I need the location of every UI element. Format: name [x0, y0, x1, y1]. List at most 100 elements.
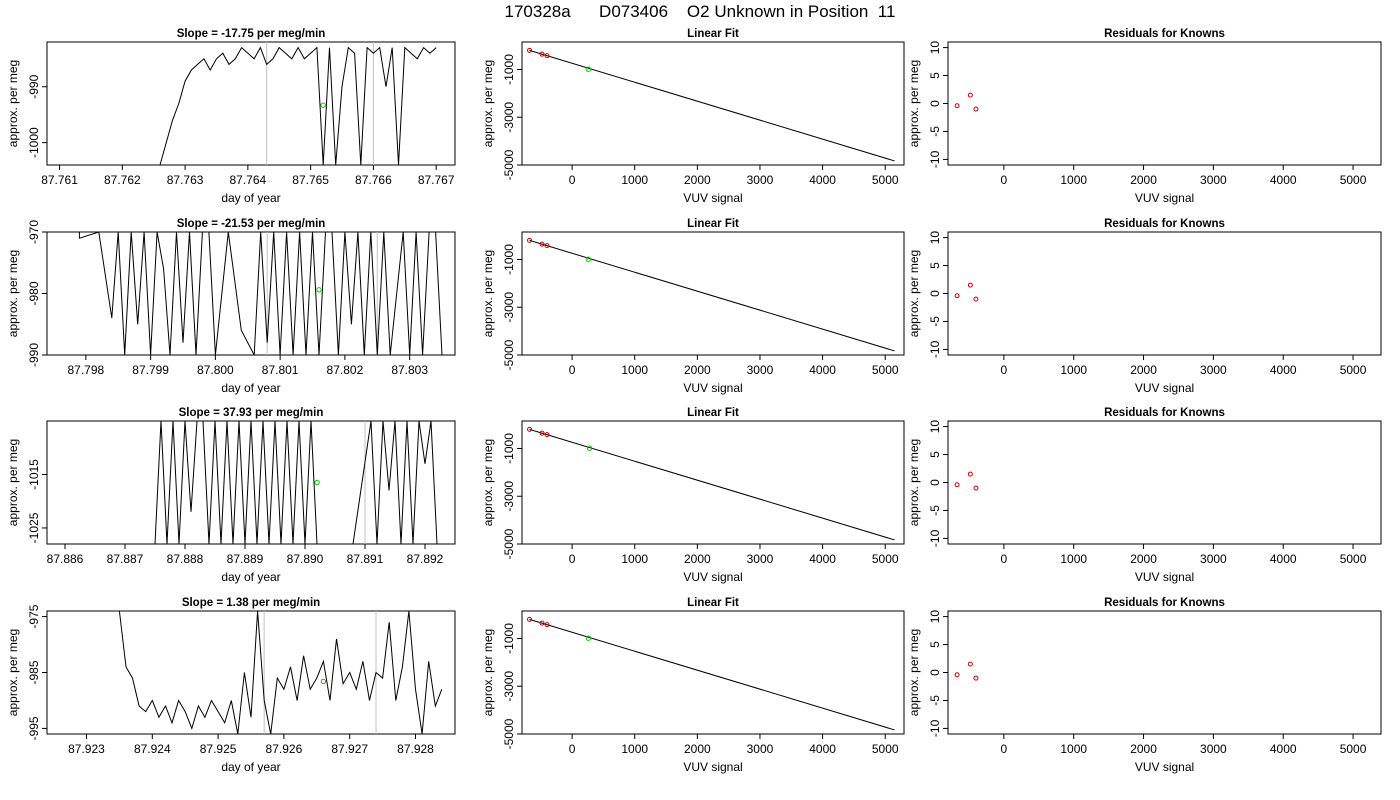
y-tick-label: -3000	[502, 102, 516, 133]
x-tick-label: 87.767	[418, 173, 455, 187]
y-tick-label: -10	[928, 150, 942, 168]
y-axis-label: approx. per meg	[6, 629, 20, 716]
y-axis: -5000 -3000 -1000	[502, 244, 523, 370]
y-tick-label: -10	[928, 529, 942, 547]
x-tick-label: 4000	[1270, 552, 1297, 566]
residual-point	[954, 293, 960, 299]
x-tick-label: 4000	[1270, 363, 1297, 377]
x-tick-label: 87.926	[266, 742, 303, 756]
y-tick-label: -1000	[502, 54, 516, 85]
y-tick-label: -1000	[502, 433, 516, 464]
figure-title: 170328a D073406 O2 Unknown in Position 1…	[504, 2, 896, 21]
plot-area	[527, 237, 895, 352]
data-series-line	[154, 421, 438, 544]
y-axis: -5000 -3000 -1000	[502, 623, 523, 749]
x-tick-label: 87.925	[200, 742, 237, 756]
x-tick-label: 87.802	[327, 363, 364, 377]
y-tick-label: 5	[928, 72, 942, 79]
y-tick-label: 10	[928, 231, 942, 245]
plot-area	[954, 471, 979, 491]
y-tick-label: -3000	[502, 292, 516, 323]
known-point	[527, 426, 533, 432]
x-tick-label: 5000	[872, 173, 899, 187]
x-tick-label: 4000	[809, 742, 836, 756]
panel-title: Slope = -17.75 per meg/min	[177, 28, 326, 40]
x-tick-label: 3000	[1200, 173, 1227, 187]
x-tick-label: 2000	[1130, 173, 1157, 187]
x-tick-label: 1000	[621, 363, 648, 377]
y-tick-label: 10	[928, 420, 942, 434]
plot-area	[527, 426, 895, 541]
y-tick-label: -985	[27, 660, 41, 684]
x-tick-label: 3000	[747, 742, 774, 756]
x-axis-label: VUV signal	[1135, 570, 1194, 584]
x-tick-label: 87.800	[197, 363, 234, 377]
panel-title: Residuals for Knowns	[1104, 407, 1225, 419]
x-tick-label: 0	[569, 173, 576, 187]
panel-title: Linear Fit	[687, 218, 739, 230]
x-tick-label: 5000	[872, 363, 899, 377]
x-tick-label: 0	[569, 742, 576, 756]
panel-fit-1: Linear Fit 0 1000 2000 3000 4000 5000 VUV signa…	[481, 28, 905, 205]
x-tick-label: 1000	[1060, 173, 1087, 187]
y-axis: -1000 -990	[27, 74, 48, 158]
x-tick-label: 5000	[1340, 363, 1367, 377]
x-tick-label: 5000	[1340, 552, 1367, 566]
y-tick-label: -1025	[27, 512, 41, 543]
residual-point	[967, 92, 973, 98]
x-axis-label: day of year	[221, 760, 280, 774]
panel-title: Linear Fit	[687, 28, 739, 40]
y-tick-label: -3000	[502, 481, 516, 512]
plot-frame	[947, 610, 1382, 735]
unknown-point	[316, 287, 322, 293]
panel-fit-3: Linear Fit 0 1000 2000 3000 4000 5000 VUV signa…	[481, 407, 905, 584]
x-tick-label: 87.803	[391, 363, 428, 377]
residual-point	[973, 675, 979, 681]
plot-area	[954, 282, 979, 302]
y-tick-label: -970	[27, 220, 41, 244]
y-tick-label: 0	[928, 479, 942, 486]
y-tick-label: -5	[928, 505, 942, 516]
x-axis: 87.761 87.762 87.763 87.764 87.765 87.766 87.7…	[41, 164, 455, 187]
x-tick-label: 1000	[1060, 742, 1087, 756]
unknown-point	[586, 445, 593, 451]
data-series-line	[159, 46, 437, 165]
y-axis-label: approx. per meg	[907, 629, 921, 716]
x-tick-label: 4000	[809, 552, 836, 566]
y-axis: -5000 -3000 -1000	[502, 433, 523, 559]
x-tick-label: 87.766	[355, 173, 392, 187]
data-series-line	[78, 232, 443, 355]
plot-area	[154, 421, 438, 544]
y-tick-label: -1000	[27, 127, 41, 158]
y-axis: -10 -5 0 5 10	[928, 231, 949, 358]
y-tick-label: -5000	[502, 528, 516, 559]
x-tick-label: 87.798	[68, 363, 105, 377]
x-tick-label: 87.889	[227, 552, 264, 566]
x-tick-label: 87.887	[107, 552, 144, 566]
x-tick-label: 87.763	[167, 173, 204, 187]
residual-point	[954, 672, 960, 678]
known-point	[544, 243, 550, 249]
x-axis: 0 1000 2000 3000 4000 5000	[569, 733, 899, 756]
x-tick-label: 2000	[1130, 363, 1157, 377]
unknown-point	[314, 479, 320, 486]
plot-area	[527, 616, 895, 731]
panel-title: Residuals for Knowns	[1104, 597, 1225, 609]
y-axis: -995 -985 -975	[27, 604, 48, 740]
x-tick-label: 3000	[1200, 742, 1227, 756]
x-tick-label: 0	[1001, 552, 1008, 566]
x-axis: 87.886 87.887 87.888 87.889 87.890 87.891 87.8…	[47, 543, 444, 566]
y-tick-label: -990	[27, 343, 41, 367]
known-point	[539, 620, 545, 626]
x-tick-label: 1000	[621, 173, 648, 187]
x-axis-label: VUV signal	[1135, 760, 1194, 774]
x-tick-label: 2000	[1130, 552, 1157, 566]
y-tick-label: -10	[928, 719, 942, 737]
unknown-point	[585, 256, 592, 262]
data-series-line	[118, 611, 443, 734]
x-tick-label: 0	[1001, 173, 1008, 187]
known-point	[539, 51, 545, 57]
